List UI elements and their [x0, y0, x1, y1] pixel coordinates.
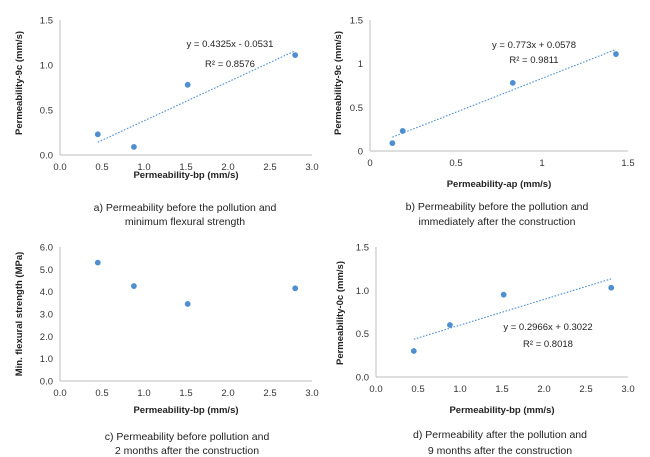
trendline [392, 48, 617, 138]
caption-line-1: a) Permeability before the pollution and [94, 202, 277, 214]
y-tick-label: 1.0 [356, 286, 369, 297]
chart-panel-2: 0 0.5 1 1.5 0 0.5 1 1.5 y = 0.773x + 0.0578 R² = … [333, 16, 635, 229]
trend-equation: y = 0.2966x + 0.3022 [503, 322, 592, 333]
x-tick-label: 0.0 [369, 384, 382, 395]
y-tick-label: 1.0 [40, 354, 53, 365]
r-squared-label: R² = 0.9811 [509, 55, 558, 66]
trend-equation: y = 0.4325x - 0.0531 [187, 39, 274, 50]
x-tick-label: 3.0 [305, 388, 318, 399]
y-tick-label: 0.5 [350, 103, 363, 114]
x-tick-label: 2.5 [579, 384, 592, 395]
caption-line-2: 9 months after the construction [428, 445, 572, 457]
trendline [97, 50, 296, 143]
x-tick-label: 2.0 [221, 162, 234, 173]
data-point [292, 285, 299, 292]
trendline [413, 278, 612, 340]
y-tick-label: 0.5 [40, 106, 53, 117]
data-point [399, 128, 406, 134]
x-tick-label: 1.5 [621, 158, 634, 169]
y-tick-label: 2.0 [40, 332, 53, 343]
caption-line-2: immediately after the construction [419, 216, 576, 228]
x-tick-label: 0.5 [95, 162, 108, 173]
x-tick-label: 2.5 [263, 388, 276, 399]
y-tick-label: 1.5 [40, 16, 53, 27]
y-tick-label: 1.5 [350, 16, 363, 27]
x-tick-label: 0.0 [53, 388, 66, 399]
y-tick-label: 0.0 [356, 373, 369, 384]
data-point [410, 348, 417, 354]
x-tick-label: 0.0 [53, 162, 66, 173]
x-tick-label: 1.5 [179, 388, 192, 399]
y-tick-label: 1.0 [40, 61, 53, 72]
y-axis-title: Permeability-0c (mm/s) [335, 261, 346, 365]
x-tick-label: 2.0 [221, 388, 234, 399]
y-tick-label: 0.0 [40, 377, 53, 388]
y-axis-title: Min. flexural strength (MPa) [14, 252, 25, 377]
data-point [184, 301, 191, 307]
y-tick-label: 0 [358, 147, 363, 158]
data-point [447, 322, 453, 328]
x-tick-label: 0.5 [449, 158, 462, 169]
data-point [94, 259, 101, 266]
y-axis-title: Permeability-9c (mm/s) [14, 31, 25, 135]
x-axis-title: Permeability-bp (mm/s) [133, 170, 238, 181]
data-point [500, 291, 507, 298]
chart-panel-3: 0.0 0.5 1.0 1.5 2.0 2.5 3.0 0.0 1.0 2.0 3.0 4.0 5.0 6… [14, 243, 319, 457]
data-point [131, 283, 137, 289]
chart-panel-1: 0.0 0.5 1.0 1.5 2.0 2.5 3.0 0.0 0.5 1.0 1.5 y = 0.4… [14, 16, 319, 229]
x-tick-label: 0 [367, 158, 372, 169]
x-tick-label: 1.0 [137, 388, 150, 399]
caption-line-2: minimum flexural strength [125, 216, 245, 228]
x-tick-label: 3.0 [621, 384, 634, 395]
data-point [292, 52, 299, 58]
caption-line-1: d) Permeability after the pollution and [413, 429, 587, 441]
y-tick-label: 0.0 [40, 151, 53, 162]
data-point [184, 81, 191, 88]
x-tick-label: 0.5 [411, 384, 424, 395]
caption-line-2: 2 months after the construction [115, 445, 259, 457]
data-point [613, 51, 619, 57]
x-tick-label: 1.0 [137, 162, 150, 173]
x-tick-label: 1.0 [453, 384, 466, 395]
data-point [608, 284, 615, 291]
x-tick-label: 2.0 [537, 384, 550, 395]
caption-line-1: c) Permeability before pollution and [105, 431, 270, 443]
x-tick-label: 0.5 [95, 388, 108, 399]
r-squared-label: R² = 0.8576 [205, 59, 255, 70]
y-tick-label: 0.5 [356, 329, 369, 340]
x-tick-label: 1.5 [179, 162, 192, 173]
x-axis-title: Permeability-bp (mm/s) [133, 405, 238, 416]
y-tick-label: 1 [358, 59, 363, 70]
r-squared-label: R² = 0.8018 [523, 339, 573, 350]
x-tick-label: 1 [539, 158, 544, 169]
x-tick-label: 1.5 [495, 384, 508, 395]
data-point [131, 144, 137, 150]
chart-panel-4: 0.0 0.5 1.0 1.5 2.0 2.5 3.0 0.0 0.5 1.0 1.5 y = 0.2… [335, 243, 635, 457]
data-point [509, 79, 516, 86]
data-point [94, 131, 101, 138]
x-tick-label: 3.0 [305, 162, 318, 173]
x-axis-title: Permeability-ap (mm/s) [447, 179, 552, 190]
trend-equation: y = 0.773x + 0.0578 [492, 40, 576, 51]
y-tick-label: 5.0 [40, 265, 53, 276]
y-axis-title: Permeability-9c (mm/s) [333, 31, 344, 135]
x-tick-label: 2.5 [263, 162, 276, 173]
data-point [389, 140, 396, 147]
x-axis-title: Permeability-bp (mm/s) [449, 405, 554, 416]
y-tick-label: 4.0 [40, 287, 53, 298]
y-tick-label: 1.5 [356, 243, 369, 254]
y-tick-label: 3.0 [40, 310, 53, 321]
y-tick-label: 6.0 [40, 243, 53, 254]
caption-line-1: b) Permeability before the pollution and [406, 201, 589, 213]
